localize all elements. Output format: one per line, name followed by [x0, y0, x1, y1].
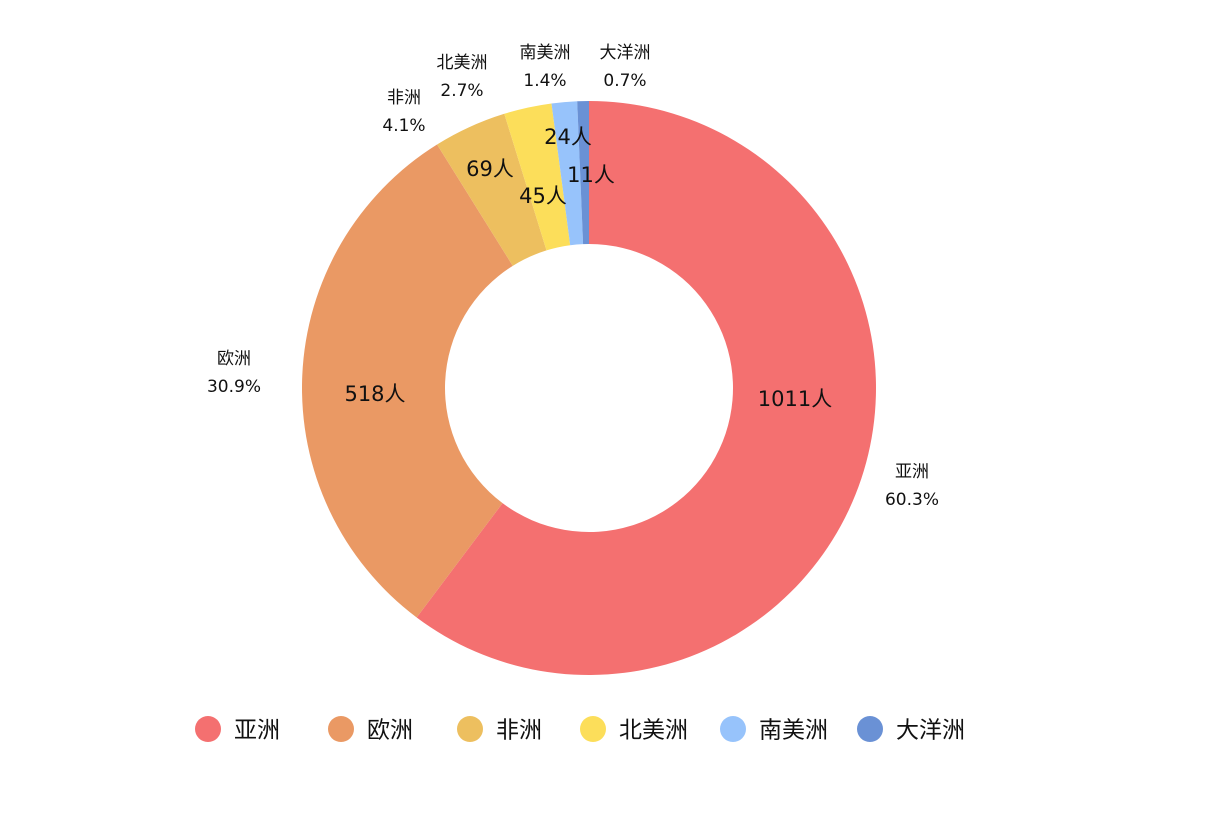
slice-name: 亚洲	[895, 462, 929, 482]
slice-name: 南美洲	[520, 43, 571, 63]
slice-name: 北美洲	[437, 53, 488, 73]
legend-item: 南美洲	[720, 716, 828, 744]
value-label: 69人	[466, 157, 514, 181]
legend-item: 北美洲	[580, 716, 688, 744]
value-label: 45人	[519, 184, 567, 208]
legend-marker	[328, 716, 354, 742]
legend-item: 大洋洲	[857, 716, 965, 744]
legend-label: 大洋洲	[896, 718, 965, 744]
value-label: 1011人	[758, 387, 832, 411]
legend-marker	[857, 716, 883, 742]
percent-label: 1.4%	[523, 71, 566, 91]
donut-slice	[551, 101, 584, 246]
donut-slice	[302, 144, 513, 618]
value-label: 518人	[344, 382, 405, 406]
percent-label: 30.9%	[207, 377, 261, 397]
legend-marker	[580, 716, 606, 742]
value-label: 11人	[567, 163, 615, 187]
slice-name: 非洲	[387, 88, 421, 108]
legend-marker	[195, 716, 221, 742]
legend-label: 北美洲	[619, 718, 688, 744]
legend-label: 非洲	[496, 718, 542, 744]
legend-item: 欧洲	[328, 716, 413, 744]
legend-item: 非洲	[457, 716, 542, 744]
donut-slice	[416, 101, 876, 675]
donut-slice	[437, 113, 547, 266]
percent-label: 60.3%	[885, 490, 939, 510]
percent-label: 4.1%	[382, 116, 425, 136]
legend-item: 亚洲	[195, 716, 280, 744]
percent-label: 0.7%	[603, 71, 646, 91]
slice-name: 大洋洲	[600, 43, 651, 63]
legend-label: 欧洲	[367, 718, 413, 744]
legend-label: 南美洲	[759, 718, 828, 744]
value-label: 24人	[544, 125, 592, 149]
legend-marker	[720, 716, 746, 742]
slice-name: 欧洲	[217, 349, 251, 369]
legend-label: 亚洲	[234, 718, 280, 744]
donut-slice	[504, 103, 571, 251]
legend-marker	[457, 716, 483, 742]
donut-slice	[577, 101, 589, 245]
percent-label: 2.7%	[440, 81, 483, 101]
